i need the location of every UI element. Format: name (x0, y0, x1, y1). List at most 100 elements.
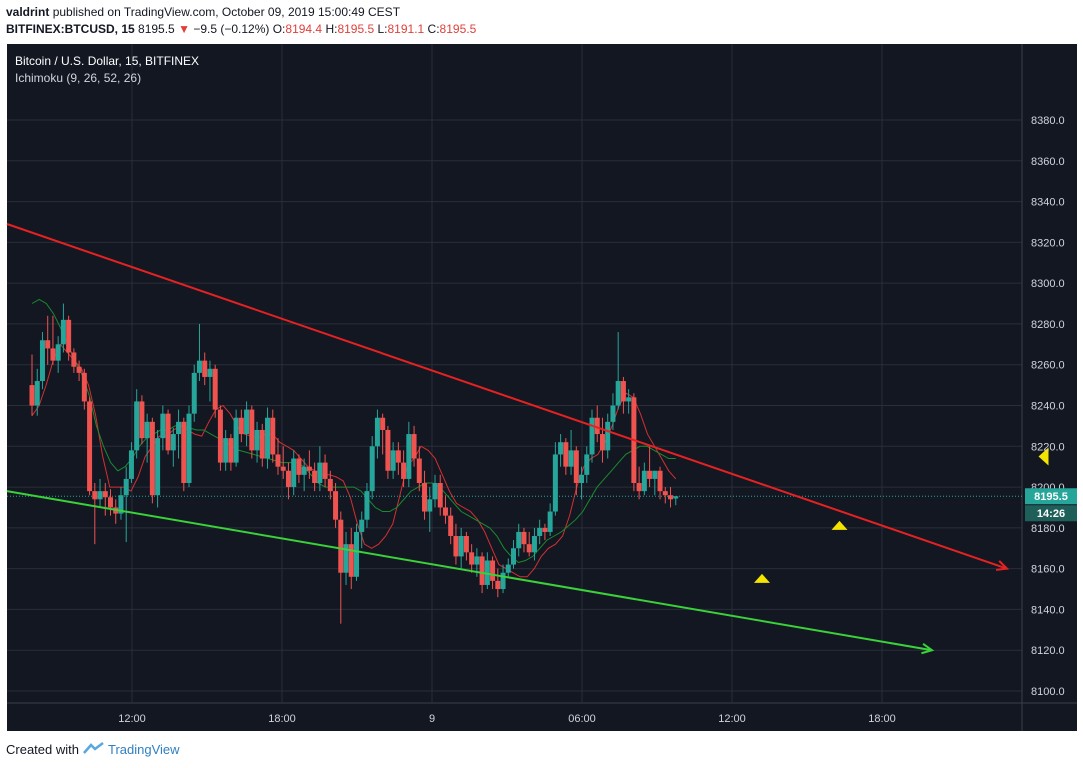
high-label: H: (325, 22, 338, 36)
marker-triangle (831, 520, 848, 530)
y-tick-label: 8260.0 (1031, 360, 1065, 372)
candle-body (66, 319, 72, 353)
time-axis[interactable] (7, 703, 1077, 731)
candle-body (217, 409, 223, 463)
x-tick-label: 9 (429, 713, 435, 725)
candle-body (45, 340, 51, 349)
candle-body (123, 478, 129, 496)
candle-body (76, 366, 82, 373)
candle-body (144, 421, 150, 439)
badge-price: 8195.5 (1034, 491, 1068, 503)
x-tick-label: 12:00 (118, 713, 146, 725)
candle-body (584, 454, 590, 475)
candle-body (259, 429, 265, 459)
tradingview-logo-icon (82, 742, 108, 757)
y-tick-label: 8100.0 (1031, 686, 1065, 698)
x-tick-label: 18:00 (268, 713, 296, 725)
candle-body (327, 478, 333, 492)
author-name[interactable]: valdrint (6, 5, 50, 19)
candle-body (668, 495, 674, 500)
tenkan-line (31, 343, 677, 578)
candle-body (92, 491, 98, 500)
candle-body (165, 413, 171, 451)
candle-body (416, 458, 422, 483)
candle-body (662, 491, 668, 496)
plot-area[interactable] (7, 44, 1022, 703)
grid (7, 44, 1077, 731)
candle-body (196, 360, 202, 373)
candle-body (469, 552, 475, 565)
y-tick-label: 8280.0 (1031, 319, 1065, 331)
candle-body (406, 434, 412, 479)
candle-body (390, 450, 396, 471)
candle-body (39, 340, 45, 382)
candle-body (322, 462, 328, 479)
candle-body (160, 413, 166, 439)
candle-body (521, 531, 527, 545)
candle-body (490, 560, 496, 581)
candle-body (280, 466, 286, 471)
candle-body (81, 372, 87, 402)
candle-body (605, 421, 611, 451)
candle-body (411, 434, 417, 459)
candle-body (369, 446, 375, 492)
candle-body (228, 438, 234, 463)
x-axis-labels: 12:00 18:00 9 06:00 12:00 18:00 (118, 713, 896, 725)
footer: Created with TradingView (6, 742, 180, 757)
candle-body (359, 519, 365, 532)
candle-body (333, 491, 339, 520)
high-value: 8195.5 (337, 22, 375, 36)
trendlines (6, 223, 1010, 655)
support-arrowhead (921, 643, 935, 655)
marker-triangle (1038, 447, 1049, 466)
candle-body (238, 417, 244, 435)
candle-body (270, 417, 276, 455)
candle-body (108, 497, 114, 508)
chart-legend-indicator: Ichimoku (9, 26, 52, 26) (15, 71, 141, 85)
candle-body (34, 381, 40, 406)
candle-body (87, 401, 93, 492)
candle-body (610, 405, 616, 422)
y-tick-label: 8300.0 (1031, 278, 1065, 290)
candle-body (176, 421, 182, 435)
tradingview-brand[interactable]: TradingView (108, 742, 180, 757)
candle-body (317, 462, 323, 483)
candle-body (652, 470, 658, 479)
candle-body (97, 491, 103, 500)
candle-body (291, 458, 297, 488)
candle-body (479, 556, 485, 585)
candle-body (505, 564, 511, 573)
candle-body (374, 417, 380, 447)
candle-body (647, 470, 653, 479)
candle-body (202, 360, 208, 377)
price-axis[interactable] (1022, 44, 1077, 703)
candle-body (249, 409, 255, 451)
candle-body (296, 458, 302, 475)
x-tick-label: 18:00 (868, 713, 896, 725)
candle-body (620, 381, 626, 402)
candle-body (657, 470, 663, 492)
candle-body (437, 482, 443, 508)
open-value: 8194.4 (285, 22, 323, 36)
candle-body (155, 438, 161, 496)
candle-body (301, 466, 307, 475)
y-tick-label: 8380.0 (1031, 115, 1065, 127)
candle-body (233, 417, 239, 463)
candle-body (641, 470, 647, 492)
candle-body (186, 413, 192, 483)
candle-body (579, 474, 585, 483)
candle-body (353, 531, 359, 577)
candle-body (448, 515, 454, 537)
support-line (6, 490, 933, 652)
candle-body (181, 421, 187, 483)
candle-body (594, 417, 600, 435)
candle-body (102, 491, 108, 498)
publish-info: valdrint published on TradingView.com, O… (6, 5, 400, 19)
candle-body (71, 352, 77, 367)
candles (29, 303, 679, 624)
candle-body (552, 454, 558, 512)
candle-body (170, 434, 176, 451)
open-label: O: (272, 22, 286, 36)
published-text: published on TradingView.com, October 09… (52, 5, 401, 19)
